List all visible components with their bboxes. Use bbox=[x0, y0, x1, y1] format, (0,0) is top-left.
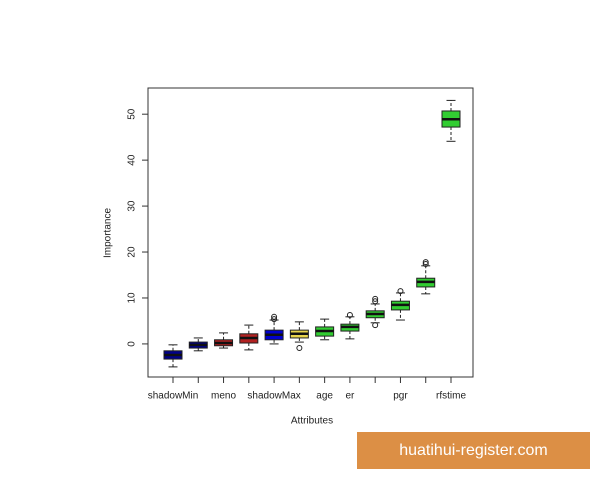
x-tick-label: shadowMin bbox=[148, 391, 199, 402]
x-tick-label: age bbox=[316, 391, 333, 402]
x-tick-label: shadowMax bbox=[247, 391, 300, 402]
y-axis-label: Importance bbox=[103, 208, 114, 258]
y-tick-label: 0 bbox=[127, 341, 138, 347]
y-tick-label: 10 bbox=[127, 292, 138, 304]
x-tick-label: pgr bbox=[393, 391, 408, 402]
outlier bbox=[422, 260, 429, 267]
outlier bbox=[372, 295, 379, 302]
outlier bbox=[296, 345, 303, 352]
outlier bbox=[372, 298, 379, 305]
outlier bbox=[271, 313, 278, 320]
watermark: huatihui-register.com bbox=[357, 432, 590, 469]
y-tick-label: 40 bbox=[127, 154, 138, 166]
x-axis-label: Attributes bbox=[291, 416, 333, 427]
plot-frame bbox=[147, 87, 474, 378]
x-tick-label: meno bbox=[211, 391, 236, 402]
y-tick-label: 20 bbox=[127, 246, 138, 258]
outlier bbox=[397, 288, 404, 295]
x-tick-label: er bbox=[345, 391, 355, 402]
y-tick-label: 30 bbox=[127, 200, 138, 212]
outlier bbox=[271, 316, 278, 323]
x-tick-label: rfstime bbox=[436, 391, 466, 402]
y-tick-label: 50 bbox=[127, 108, 138, 120]
outlier bbox=[422, 259, 429, 266]
outlier bbox=[346, 311, 353, 318]
outlier bbox=[372, 322, 379, 329]
